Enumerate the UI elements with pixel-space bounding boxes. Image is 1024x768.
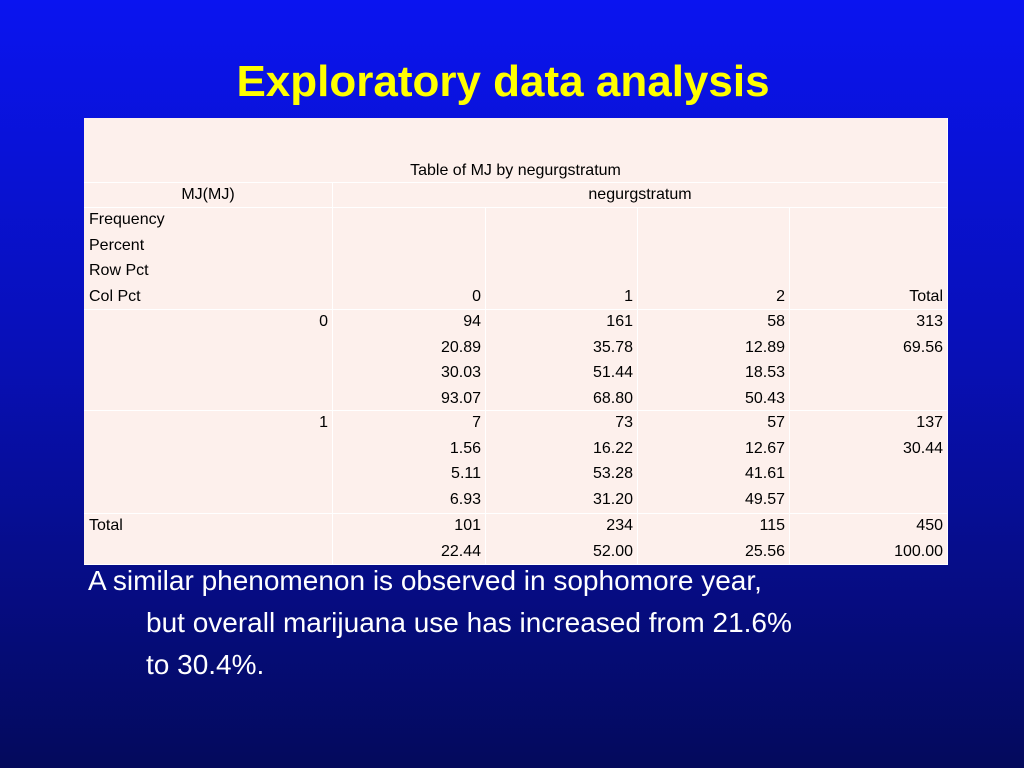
- data-cell: 7 1.56 5.11 6.93: [333, 411, 486, 514]
- cell-text: Total: [909, 288, 943, 305]
- cell-text: negurgstratum: [588, 186, 692, 203]
- column-variable-cell: negurgstratum: [333, 183, 948, 208]
- cell-text: 31.20: [592, 490, 633, 508]
- cell-text: 234: [606, 517, 633, 534]
- row-label-cell: 0: [84, 310, 333, 411]
- row-label-cell: Total: [84, 514, 333, 565]
- table-caption: Table of MJ by negurgstratum: [84, 118, 948, 183]
- body-line: but overall marijuana use has increased …: [146, 607, 792, 638]
- cell-text: 35.78: [592, 338, 633, 356]
- slide-title: Exploratory data analysis: [236, 57, 770, 106]
- row-label-cell: 1: [84, 411, 333, 514]
- cell-text: 161: [606, 313, 633, 330]
- cell-text: 313: [916, 313, 943, 330]
- body-line: to 30.4%.: [146, 649, 265, 680]
- data-cell: 161 35.78 51.44 68.80: [486, 310, 638, 411]
- cell-text: Table of MJ by negurgstratum: [410, 162, 621, 179]
- data-cell: 115 25.56: [638, 514, 790, 565]
- cell-text: 94: [463, 313, 481, 330]
- cell-text: 1.56: [449, 439, 481, 457]
- cell-text: 50.43: [744, 389, 785, 407]
- cell-text: 93.07: [440, 389, 481, 407]
- cell-text: 0: [319, 313, 328, 330]
- cell-text: 1: [319, 414, 328, 431]
- data-cell: 58 12.89 18.53 50.43: [638, 310, 790, 411]
- cell-text: 68.80: [592, 389, 633, 407]
- cell-text: 20.89: [440, 338, 481, 356]
- cell-text: 12.89: [744, 338, 785, 356]
- cell-text: 51.44: [592, 364, 633, 381]
- cell-text: 450: [916, 517, 943, 534]
- cell-text: 7: [472, 414, 481, 431]
- cell-text: 100.00: [894, 542, 943, 560]
- cell-text: 58: [767, 313, 785, 330]
- column-header-cell: 2: [638, 208, 790, 310]
- column-header-cell: Total: [790, 208, 948, 310]
- body-line: A similar phenomenon is observed in soph…: [88, 565, 762, 596]
- data-cell: 313 69.56: [790, 310, 948, 411]
- cell-text: 0: [472, 288, 481, 305]
- column-header-cell: 1: [486, 208, 638, 310]
- cell-text: 1: [624, 288, 633, 305]
- data-cell: 57 12.67 41.61 49.57: [638, 411, 790, 514]
- cell-text: Percent: [89, 236, 145, 254]
- data-cell: 94 20.89 30.03 93.07: [333, 310, 486, 411]
- cell-text: 101: [454, 517, 481, 534]
- cell-text: 41.61: [744, 465, 785, 482]
- data-cell: 101 22.44: [333, 514, 486, 565]
- cell-text: Total: [89, 517, 123, 534]
- cell-text: 73: [615, 414, 633, 431]
- crosstab-table: Table of MJ by negurgstratum MJ(MJ) negurg…: [84, 118, 948, 565]
- cell-text: 22.44: [440, 542, 481, 560]
- cell-text: 5.11: [451, 465, 481, 482]
- cell-text: 49.57: [744, 490, 785, 508]
- cell-text: 52.00: [592, 542, 633, 560]
- cell-text: 30.44: [902, 439, 943, 457]
- cell-text: 12.67: [744, 439, 785, 457]
- data-cell: 234 52.00: [486, 514, 638, 565]
- cell-text: 115: [759, 517, 785, 534]
- cell-text: 18.53: [744, 364, 785, 381]
- cell-text: Col Pct: [89, 287, 141, 305]
- cell-text: 25.56: [744, 542, 785, 560]
- cell-text: Frequency: [89, 211, 165, 228]
- cell-text: 137: [916, 414, 943, 431]
- cell-text: 69.56: [902, 338, 943, 356]
- data-cell: 137 30.44: [790, 411, 948, 514]
- cell-text: 2: [776, 288, 785, 305]
- cell-text: 57: [767, 414, 785, 431]
- cell-text: 53.28: [592, 465, 633, 482]
- column-header-cell: 0: [333, 208, 486, 310]
- data-cell: 450 100.00: [790, 514, 948, 565]
- cell-text: 30.03: [440, 364, 481, 381]
- statistics-cell: Frequency Percent Row Pct Col Pct: [84, 208, 333, 310]
- row-variable-cell: MJ(MJ): [84, 183, 333, 208]
- cell-text: Row Pct: [89, 262, 149, 279]
- cell-text: 16.22: [592, 439, 633, 457]
- cell-text: 6.93: [449, 490, 481, 508]
- cell-text: MJ(MJ): [181, 186, 235, 203]
- data-cell: 73 16.22 53.28 31.20: [486, 411, 638, 514]
